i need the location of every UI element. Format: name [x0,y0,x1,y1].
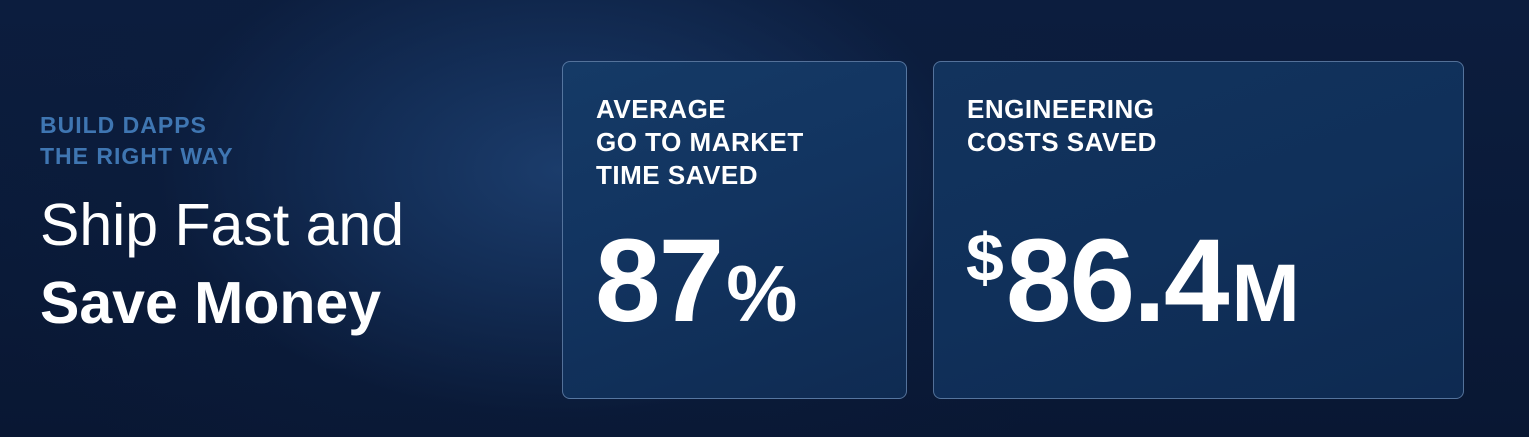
eyebrow-line-1: BUILD DAPPS [40,112,207,138]
stat-number: 87 [595,215,724,347]
stat-value: 87% [595,222,797,340]
stat-number: 86.4 [1005,215,1230,347]
stat-card-label: AVERAGE GO TO MARKET TIME SAVED [596,93,804,192]
intro-section: BUILD DAPPS THE RIGHT WAY Ship Fast and … [40,110,520,342]
stat-card-label-line: COSTS SAVED [967,127,1157,157]
headline-line-2: Save Money [40,270,382,336]
eyebrow-line-2: THE RIGHT WAY [40,143,234,169]
headline: Ship Fast and Save Money [40,186,520,342]
headline-line-1: Ship Fast and [40,192,405,258]
stat-card-time-saved: AVERAGE GO TO MARKET TIME SAVED 87% [562,61,907,399]
stat-card-label-line: ENGINEERING [967,94,1155,124]
eyebrow-text: BUILD DAPPS THE RIGHT WAY [40,110,520,172]
stat-card-label-line: AVERAGE [596,94,727,124]
stat-value: $86.4M [966,222,1300,340]
stat-card-label: ENGINEERING COSTS SAVED [967,93,1157,159]
stat-suffix: M [1231,248,1300,339]
stat-card-label-line: TIME SAVED [596,160,758,190]
stat-card-label-line: GO TO MARKET [596,127,804,157]
stat-card-costs-saved: ENGINEERING COSTS SAVED $86.4M [933,61,1464,399]
stat-prefix: $ [966,220,1004,296]
stat-suffix: % [726,249,798,338]
